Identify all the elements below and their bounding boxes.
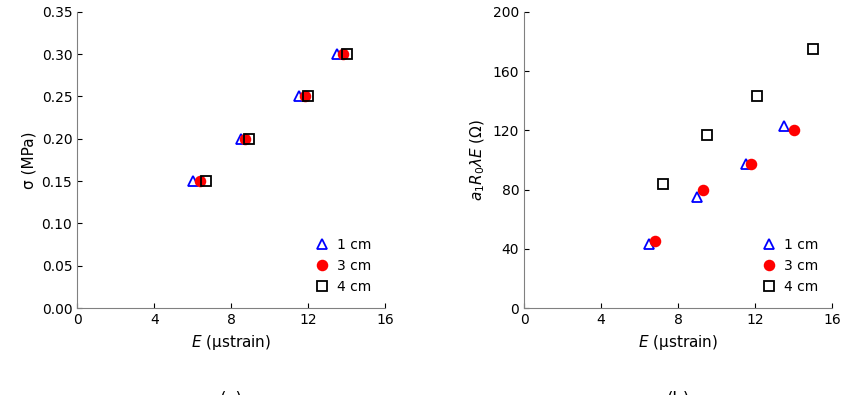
1 cm <box>692 195 703 199</box>
Line: 1 cm: 1 cm <box>188 49 342 186</box>
Line: 3 cm: 3 cm <box>196 49 347 186</box>
4 cm <box>702 132 712 137</box>
4 cm <box>244 136 254 141</box>
3 cm <box>789 128 799 133</box>
4 cm <box>808 47 819 51</box>
3 cm <box>698 187 709 192</box>
Line: 4 cm: 4 cm <box>658 44 818 188</box>
3 cm <box>196 179 206 184</box>
Legend: 1 cm, 3 cm, 4 cm: 1 cm, 3 cm, 4 cm <box>306 231 378 301</box>
X-axis label: $\it{E}$ (μstrain): $\it{E}$ (μstrain) <box>191 333 271 352</box>
1 cm <box>740 162 751 167</box>
Text: (a): (a) <box>220 391 243 395</box>
Legend: 1 cm, 3 cm, 4 cm: 1 cm, 3 cm, 4 cm <box>753 231 825 301</box>
1 cm <box>188 179 198 184</box>
3 cm <box>299 94 310 99</box>
Line: 1 cm: 1 cm <box>644 121 789 249</box>
4 cm <box>657 181 668 186</box>
Y-axis label: $\it{a}_1 \it{R}_0 \lambda \it{E}$ (Ω): $\it{a}_1 \it{R}_0 \lambda \it{E}$ (Ω) <box>468 119 487 201</box>
3 cm <box>239 136 250 141</box>
4 cm <box>201 179 211 184</box>
3 cm <box>650 239 660 244</box>
Y-axis label: σ (MPa): σ (MPa) <box>21 131 36 189</box>
1 cm <box>332 52 342 56</box>
1 cm <box>236 136 246 141</box>
Text: (b): (b) <box>667 391 690 395</box>
Line: 3 cm: 3 cm <box>650 126 799 246</box>
4 cm <box>303 94 313 99</box>
1 cm <box>644 242 655 247</box>
X-axis label: $\it{E}$ (μstrain): $\it{E}$ (μstrain) <box>638 333 718 352</box>
1 cm <box>293 94 304 99</box>
3 cm <box>338 52 348 56</box>
Line: 4 cm: 4 cm <box>202 49 352 186</box>
3 cm <box>746 162 757 167</box>
1 cm <box>779 124 789 128</box>
4 cm <box>752 94 762 99</box>
4 cm <box>341 52 352 56</box>
